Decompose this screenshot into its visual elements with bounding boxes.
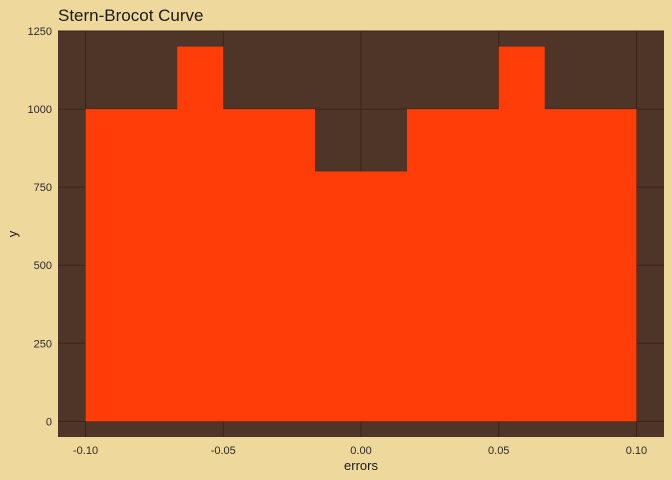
y-tick-label: 500 bbox=[34, 260, 52, 272]
x-axis-ticks: -0.10 -0.05 0.00 0.05 0.10 bbox=[73, 445, 647, 457]
x-tick-label: -0.05 bbox=[211, 445, 236, 457]
y-tick-label: 1000 bbox=[28, 104, 52, 116]
y-axis-title: y bbox=[5, 230, 20, 237]
chart-title: Stern-Brocot Curve bbox=[58, 6, 204, 25]
x-tick-label: -0.10 bbox=[73, 445, 98, 457]
y-axis-ticks: 0 250 500 750 1000 1250 bbox=[28, 26, 52, 428]
area-series bbox=[85, 46, 637, 422]
x-tick-label: 0.05 bbox=[488, 445, 509, 457]
y-tick-label: 1250 bbox=[28, 26, 52, 38]
y-tick-label: 750 bbox=[34, 182, 52, 194]
y-tick-label: 250 bbox=[34, 338, 52, 350]
x-tick-label: 0.10 bbox=[626, 445, 647, 457]
y-tick-label: 0 bbox=[46, 416, 52, 428]
x-axis-title: errors bbox=[344, 458, 378, 473]
x-tick-label: 0.00 bbox=[350, 445, 371, 457]
